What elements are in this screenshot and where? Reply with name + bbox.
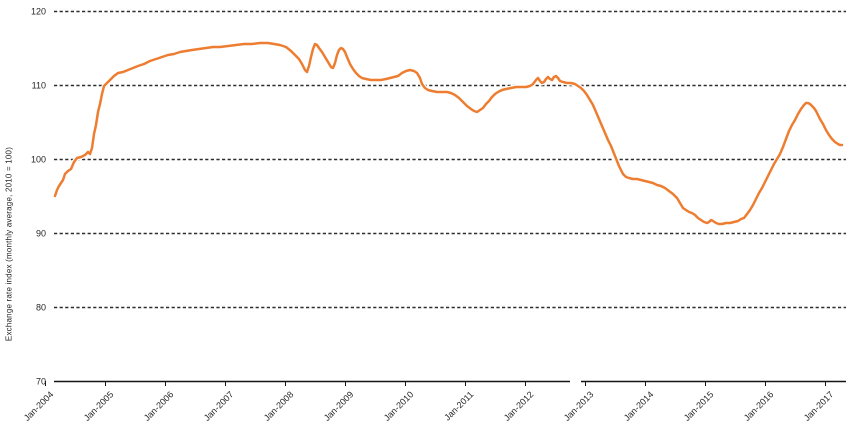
x-tick-label: Jan-2012 [502, 389, 536, 423]
x-tick-label: Jan-2013 [562, 389, 596, 423]
x-tick-label: Jan-2017 [802, 389, 836, 423]
cursor-artifact [570, 378, 581, 392]
series-line [53, 41, 844, 226]
y-tick-label: 110 [32, 81, 46, 91]
y-tick-label: 100 [31, 155, 46, 165]
y-tick-label: 80 [36, 303, 46, 313]
series-line-halo [52, 40, 845, 227]
x-tick-label: Jan-2010 [382, 389, 416, 423]
x-tick-label: Jan-2008 [262, 389, 296, 423]
x-tick-label: Jan-2004 [22, 389, 56, 423]
x-tick-label: Jan-2006 [142, 389, 176, 423]
y-tick-label: 70 [36, 377, 46, 387]
y-tick-label: 120 [31, 7, 46, 17]
x-tick-label: Jan-2016 [742, 389, 776, 423]
x-tick-label: Jan-2005 [82, 389, 116, 423]
x-tick-label: Jan-2007 [202, 389, 236, 423]
x-tick-label: Jan-2011 [442, 389, 475, 422]
y-tick-label: 90 [36, 229, 46, 239]
x-tick-label: Jan-2009 [322, 389, 356, 423]
x-tick-label: Jan-2014 [622, 389, 656, 423]
x-tick-label: Jan-2015 [682, 389, 716, 423]
